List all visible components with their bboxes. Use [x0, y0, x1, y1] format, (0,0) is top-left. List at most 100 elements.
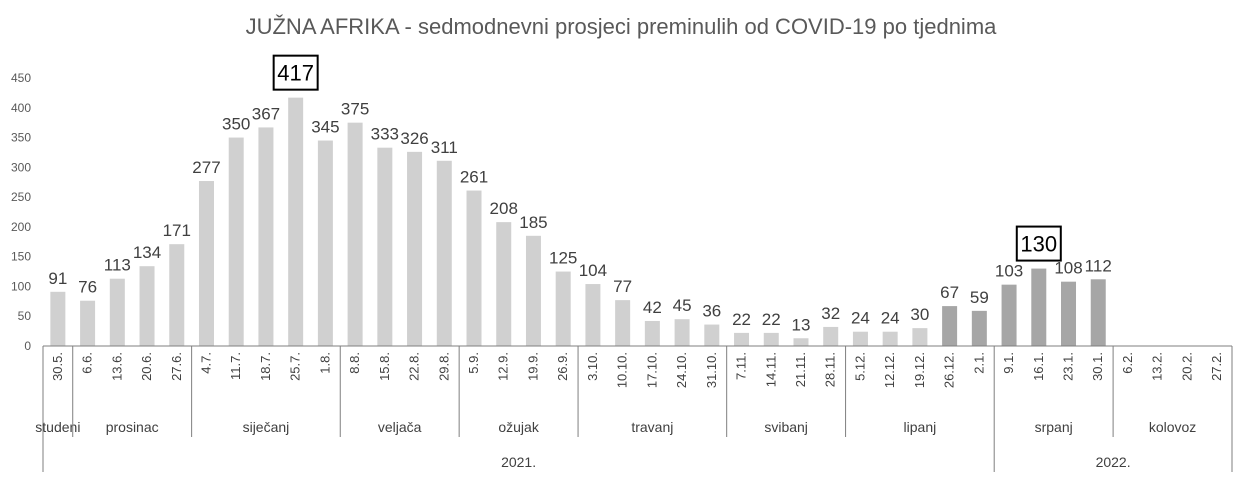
bar [436, 160, 452, 346]
data-label: 171 [163, 221, 191, 240]
data-label: 108 [1054, 259, 1082, 278]
month-label: prosinac [106, 419, 159, 435]
x-tick-label: 8.8. [347, 352, 362, 374]
month-label: svibanj [764, 419, 808, 435]
data-label: 113 [104, 256, 131, 275]
bar [80, 300, 96, 346]
data-label: 13 [792, 315, 811, 334]
x-tick-label: 24.10. [674, 352, 689, 388]
bar [407, 151, 423, 346]
year-label: 2022. [1096, 454, 1131, 470]
x-tick-label: 16.1. [1031, 352, 1046, 381]
x-tick-label: 4.7. [198, 352, 213, 374]
bar [50, 291, 66, 346]
y-tick-label: 0 [24, 339, 31, 353]
bar [793, 338, 809, 346]
bar [971, 310, 987, 346]
x-tick-label: 26.9. [555, 352, 570, 381]
bar [228, 137, 244, 346]
x-axis: 30.5. 6.6. 13.6. 20.6. 27.6. 4.7. 11.7. 18.7. 25… [35, 345, 1233, 472]
data-label-box [1015, 225, 1062, 262]
bar [763, 332, 779, 346]
y-tick-label: 200 [11, 220, 31, 234]
data-label: 36 [702, 302, 721, 321]
data-label: 67 [940, 283, 959, 302]
data-label: 103 [995, 262, 1023, 281]
data-label: 24 [851, 309, 870, 328]
data-label: 311 [431, 138, 458, 157]
bar [377, 147, 393, 346]
y-tick-label: 150 [11, 250, 31, 264]
x-tick-label: 5.9. [466, 352, 481, 374]
bar [1090, 279, 1106, 346]
bar [942, 306, 958, 346]
x-tick-label: 19.12. [912, 352, 927, 388]
bar [317, 140, 333, 346]
x-tick-label: 31.10. [704, 352, 719, 388]
x-tick-label: 30.5. [50, 352, 65, 381]
data-label: 345 [311, 118, 339, 137]
x-tick-label: 25.7. [288, 352, 303, 381]
x-tick-label: 10.10. [615, 352, 630, 388]
bar [1061, 281, 1077, 346]
month-label: studeni [35, 419, 80, 435]
x-tick-label: 9.1. [1001, 352, 1016, 374]
x-tick-label: 13.2. [1150, 352, 1165, 381]
data-label: 59 [970, 288, 989, 307]
x-tick-label: 20.2. [1179, 352, 1194, 381]
x-tick-label: 28.11. [823, 352, 838, 387]
data-label: 24 [881, 309, 900, 328]
data-label: 42 [643, 298, 662, 317]
data-label: 45 [673, 296, 692, 315]
month-label: ožujak [498, 419, 539, 435]
data-label-box [272, 54, 319, 91]
x-tick-label: 15.8. [377, 352, 392, 381]
x-tick-label: 17.10. [644, 352, 659, 388]
bar [585, 284, 601, 346]
x-tick-label: 5.12. [852, 352, 867, 381]
bar [852, 331, 868, 346]
bar [139, 266, 155, 346]
y-tick-label: 300 [11, 160, 31, 174]
data-label: 125 [549, 249, 577, 268]
bar [1031, 268, 1047, 346]
bar [555, 271, 571, 346]
bar [1001, 284, 1017, 346]
data-label: 208 [490, 199, 518, 218]
data-label: 112 [1085, 256, 1112, 275]
x-tick-label: 29.8. [436, 352, 451, 381]
bar [109, 278, 125, 346]
month-label: travanj [631, 419, 673, 435]
x-tick-label: 6.2. [1120, 352, 1135, 374]
data-label: 375 [341, 100, 369, 119]
x-tick-label: 21.11. [793, 352, 808, 387]
year-label: 2021. [501, 454, 536, 470]
data-label: 277 [192, 158, 220, 177]
x-tick-label: 22.8. [407, 352, 422, 381]
data-label: 185 [519, 213, 547, 232]
y-tick-label: 450 [11, 71, 31, 85]
x-tick-label: 1.8. [317, 352, 332, 374]
data-label: 32 [821, 304, 840, 323]
month-label: veljača [378, 419, 422, 435]
x-tick-label: 6.6. [80, 352, 95, 374]
x-tick-label: 2.1. [971, 352, 986, 374]
data-label: 130 [1020, 232, 1057, 257]
data-label: 261 [460, 168, 488, 187]
x-tick-label: 12.12. [882, 352, 897, 388]
data-label: 104 [579, 261, 607, 280]
bar [169, 244, 185, 346]
bar [466, 190, 482, 346]
bar [496, 222, 512, 346]
x-tick-label: 14.11. [763, 352, 778, 387]
y-tick-label: 250 [11, 190, 31, 204]
x-tick-label: 27.2. [1209, 352, 1224, 381]
x-tick-label: 3.10. [585, 352, 600, 381]
bars [50, 97, 1106, 347]
bar [912, 328, 928, 346]
data-label: 30 [910, 305, 929, 324]
x-tick-label: 13.6. [109, 352, 124, 381]
x-tick-label: 7.11. [734, 352, 749, 380]
data-label: 22 [732, 310, 751, 329]
